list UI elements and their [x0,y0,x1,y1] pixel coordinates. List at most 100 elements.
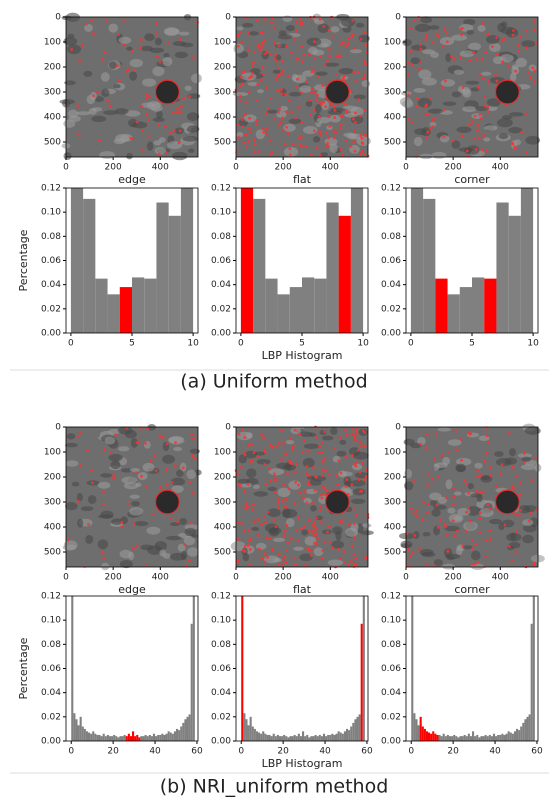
lbp-point [349,144,353,148]
bar [508,215,521,333]
x-axis-label: flat [293,583,312,596]
lbp-point [297,57,300,61]
lbp-point [317,75,321,79]
bar [262,731,265,741]
lbp-point [246,482,250,486]
texture [514,139,522,146]
lbp-point [418,67,421,71]
lbp-point [255,19,259,23]
lbp-point [312,68,315,72]
bar [100,736,103,741]
y-tick-label: 500 [384,138,401,148]
lbp-point [244,16,248,20]
texture [471,550,481,561]
bar [448,736,452,741]
lbp-point [244,101,248,104]
lbp-point [487,80,491,84]
lbp-point [239,75,243,79]
lbp-point [300,91,303,95]
lbp-point [479,117,483,120]
lbp-point [433,457,437,461]
lbp-point [255,122,259,126]
lbp-point [441,86,445,89]
lbp-point [354,428,358,431]
x-tick-label: 0 [68,339,74,349]
y-tick-label: 200 [214,473,231,483]
texture [421,77,437,86]
lbp-point [464,529,468,533]
lbp-point [165,151,168,155]
x-tick-label: 0 [238,747,244,757]
texture [245,432,253,439]
texture [422,532,431,537]
lbp-point [276,498,280,501]
texture [171,151,188,161]
lbp-point [106,99,110,103]
bar [318,734,321,741]
lbp-point [480,57,484,61]
lbp-point [351,19,355,23]
texture [292,74,307,84]
texture [495,458,512,467]
lbp-point [326,142,329,145]
lbp-point [353,507,357,511]
lbp-point [237,433,241,436]
lbp-point [501,39,505,43]
texture [510,532,517,541]
texture [483,125,498,131]
lbp-point [274,445,278,449]
lbp-point [322,487,326,491]
bar [134,736,137,741]
y-tick-label: 0.00 [41,329,61,339]
bar [173,731,176,741]
y-tick-label: 0.04 [41,280,61,290]
texture [418,69,432,80]
texture [65,502,78,511]
texture [455,457,472,466]
lbp-point [274,59,278,63]
lbp-point [333,447,336,451]
bar [335,733,338,741]
texture [301,529,309,536]
y-tick-label: 100 [44,448,61,458]
lbp-point [338,556,342,560]
bar [127,733,130,741]
lbp-point [248,459,252,463]
lbp-point [273,26,276,30]
texture [272,537,286,542]
lbp-point [345,478,349,481]
bar [132,731,135,741]
bar [71,596,74,741]
bar [360,623,363,741]
lbp-point [172,129,176,133]
lbp-point [309,554,313,557]
lbp-point [350,544,354,548]
bar [119,736,122,741]
lbp-point [302,439,306,443]
bar [434,733,437,741]
lbp-point [280,92,284,96]
x-tick-label: 60 [531,747,543,757]
bar [287,737,290,741]
lbp-point [125,69,129,73]
texture [339,439,347,445]
bar [125,736,128,741]
lbp-point [465,510,468,514]
lbp-point [282,483,286,487]
texture [480,475,491,481]
texture [508,541,521,549]
texture [508,112,524,117]
bar [92,731,95,741]
lbp-point [476,123,480,127]
bar [240,188,254,333]
texture [154,37,162,46]
texture [172,41,186,47]
lbp-point [281,69,285,73]
texture [445,553,461,559]
lbp-point [238,84,242,88]
lbp-point [188,480,192,484]
x-tick-label: 0 [68,747,74,757]
lbp-point [422,501,426,505]
lbp-point [342,550,346,553]
lbp-point [494,73,497,77]
